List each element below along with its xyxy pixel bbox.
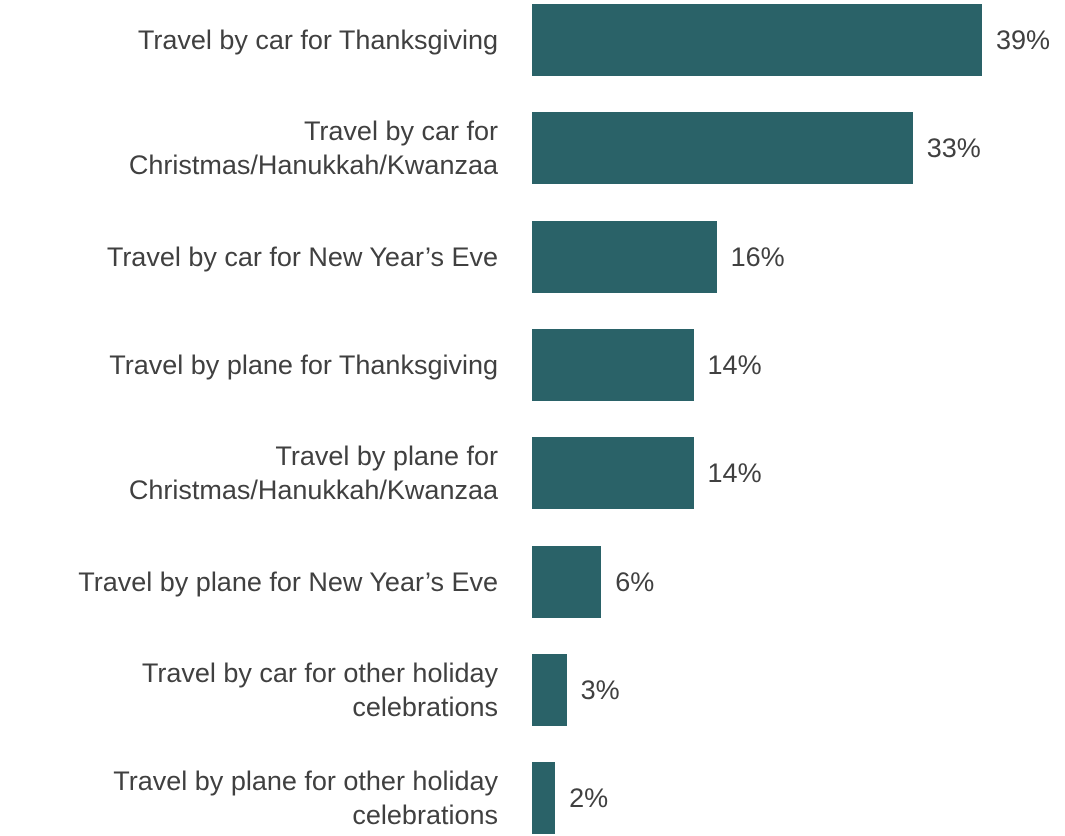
category-label: Travel by plane for Christmas/Hanukkah/K… [128, 441, 498, 506]
bar [532, 220, 717, 293]
value-label: 33% [926, 133, 981, 164]
bar [532, 762, 556, 835]
category-label: Travel by plane for other holiday celebr… [113, 766, 498, 831]
bar [532, 4, 982, 76]
category-label: Travel by car for Thanksgiving [137, 25, 498, 55]
value-label: 6% [615, 566, 655, 597]
value-label: 3% [580, 674, 620, 705]
category-label: Travel by plane for New Year’s Eve [78, 566, 498, 597]
bar [532, 328, 694, 401]
value-label: 39% [996, 25, 1051, 55]
value-label: 14% [707, 349, 762, 380]
bar [532, 545, 602, 618]
bar [532, 112, 913, 185]
bar [532, 653, 567, 726]
category-label: Travel by plane for Thanksgiving [109, 349, 498, 380]
bar [532, 437, 694, 510]
value-label: 2% [569, 783, 609, 814]
category-label: Travel by car for other holiday celebrat… [141, 657, 498, 722]
category-label: Travel by car for New Year’s Eve [106, 241, 498, 272]
value-label: 16% [730, 241, 785, 272]
category-label: Travel by car for Christmas/Hanukkah/Kwa… [128, 116, 498, 181]
value-label: 14% [707, 458, 762, 489]
